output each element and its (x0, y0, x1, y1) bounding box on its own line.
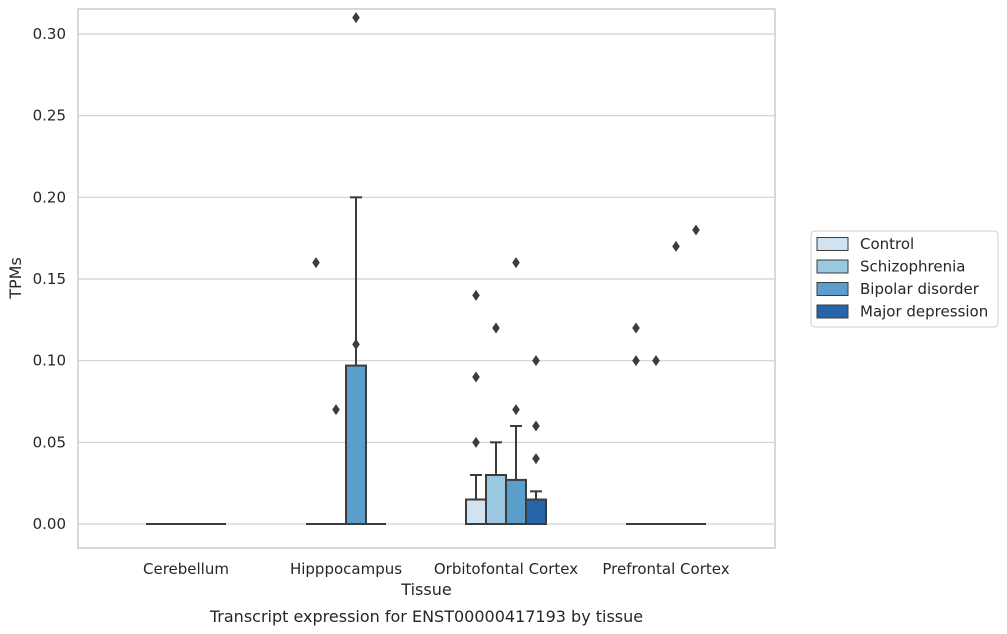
legend-label: Control (860, 235, 914, 253)
outlier-point (352, 12, 360, 24)
legend-label: Bipolar disorder (860, 280, 980, 298)
box-2-2 (505, 425, 527, 525)
outlier-point (472, 371, 480, 383)
outlier-point (632, 355, 640, 367)
chart-caption: Transcript expression for ENST0000041719… (209, 607, 643, 626)
outlier-point (692, 224, 700, 236)
box-2-0 (465, 474, 487, 525)
outlier-point (352, 338, 360, 350)
boxes (146, 196, 706, 526)
box-body (525, 498, 547, 525)
legend: Control Schizophrenia Bipolar disorder Majo… (810, 230, 999, 328)
box-1-2 (345, 196, 367, 526)
x-tick-label: Orbitofontal Cortex (434, 560, 578, 578)
outlier-point (632, 322, 640, 334)
legend-label: Schizophrenia (860, 258, 965, 276)
y-tick-label: 0.15 (33, 270, 66, 288)
legend-label: Major depression (860, 303, 988, 321)
outlier-point (312, 257, 320, 269)
outlier-point (672, 240, 680, 252)
legend-swatch (816, 304, 849, 319)
legend-swatch (816, 259, 849, 274)
plot-area-frame (77, 8, 776, 549)
box-body (485, 474, 507, 525)
outlier-point (512, 257, 520, 269)
legend-frame (810, 230, 999, 328)
y-tick-label: 0.05 (33, 433, 66, 451)
x-tick-label: Hipppocampus (290, 560, 402, 578)
y-tick-label: 0.00 (33, 515, 66, 533)
legend-swatch (816, 282, 849, 296)
outlier-point (652, 355, 660, 367)
y-tick-label: 0.25 (33, 107, 66, 125)
grid-lines (78, 33, 775, 525)
box-body (505, 478, 527, 525)
outlier-point (472, 289, 480, 301)
outlier-point (332, 404, 340, 416)
box-body (345, 364, 367, 526)
y-tick-label: 0.30 (33, 25, 66, 43)
x-axis-label: Tissue (400, 580, 451, 599)
box-2-3 (525, 490, 547, 525)
y-tick-label: 0.10 (33, 352, 66, 370)
y-tick-labels: 0.00 0.05 0.10 0.15 0.20 0.25 0.30 (33, 25, 66, 533)
outlier-point (472, 436, 480, 448)
box-2-1 (485, 441, 507, 525)
y-axis-label: TPMs (6, 257, 25, 300)
x-tick-label: Prefrontal Cortex (602, 560, 729, 578)
x-tick-label: Cerebellum (143, 560, 229, 578)
box-body (465, 498, 487, 525)
legend-swatch (816, 237, 849, 251)
outlier-point (532, 453, 540, 465)
outlier-point (532, 420, 540, 432)
outlier-point (532, 355, 540, 367)
y-tick-label: 0.20 (33, 188, 66, 206)
outlier-point (512, 404, 520, 416)
outlier-point (492, 322, 500, 334)
x-tick-labels: Cerebellum Hipppocampus Orbitofontal Corte… (143, 560, 730, 578)
outliers (312, 12, 700, 465)
